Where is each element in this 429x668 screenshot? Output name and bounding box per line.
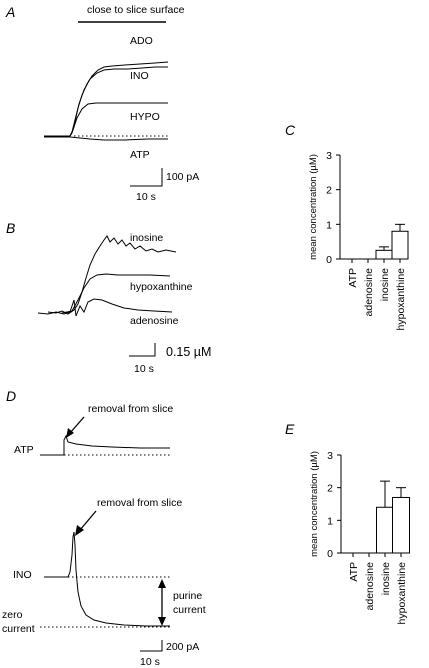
panel-e-category-label: inosine (380, 562, 392, 595)
panel-d-purine-label-2: current (173, 604, 206, 616)
panel-b-adenosine-label: adenosine (130, 315, 179, 327)
panel-e-y-tick-label: 0 (327, 548, 333, 560)
panel-a: A close to slice surface ADO INO HYPO AT… (5, 4, 199, 203)
panel-c-y-tick-label: 2 (326, 185, 332, 197)
panel-e-bar (392, 496, 410, 554)
panel-b-scale-bar (129, 343, 156, 357)
panel-c-bar (375, 249, 393, 260)
panel-a-scale-x: 10 s (136, 191, 156, 203)
panel-d-purine-arrow-top (158, 579, 166, 588)
panel-d-atp-label: ATP (14, 444, 34, 456)
panel-e: E 0 1 2 3 mean concentration (µM) ATP adenosin… (285, 421, 410, 624)
panel-b-letter: B (6, 220, 15, 236)
panel-c-category-label: hypoxanthine (395, 268, 407, 331)
panel-c-category-label: ATP (347, 268, 359, 288)
panel-c-bar (391, 230, 409, 260)
panel-a-hypo-trace (44, 102, 168, 137)
panel-d-atp-annotation: removal from slice (88, 403, 173, 415)
panel-a-condition-label: close to slice surface (87, 4, 185, 16)
panel-d-ino-label: INO (13, 569, 32, 581)
panel-b-inosine-label: inosine (130, 232, 163, 244)
panel-a-scale-y: 100 pA (166, 171, 199, 183)
panel-d-scale-y: 200 pA (166, 641, 199, 653)
panel-c-y-tick-label: 1 (326, 219, 332, 231)
panel-e-letter: E (285, 421, 295, 437)
panel-b-hypoxanthine-trace (61, 273, 171, 314)
panel-e-y-tick-label: 1 (327, 515, 333, 527)
panel-d-purine-arrow-bottom (158, 617, 166, 626)
panel-e-y-tick-label: 3 (327, 450, 333, 462)
panel-d-ino-trace (44, 531, 170, 627)
panel-d-atp-trace (40, 434, 170, 456)
panel-a-scale-bar (130, 168, 163, 187)
panel-b-scale-y: 0.15 µM (166, 345, 211, 359)
panel-e-chart: 0 1 2 3 mean concentration (µM) ATP adenosine i… (309, 450, 410, 624)
panel-d-ino-arrowhead (75, 525, 84, 536)
panel-b-scale-x: 10 s (134, 363, 154, 375)
panel-a-ino-label: INO (130, 70, 149, 82)
panel-a-letter: A (5, 4, 15, 20)
panel-b-hypoxanthine-label: hypoxanthine (130, 281, 193, 293)
panel-c-category-label: adenosine (363, 268, 375, 317)
panel-d-scale-bar (140, 640, 163, 652)
panel-a-ado-label: ADO (130, 35, 153, 47)
panel-d-zero-label-1: zero (2, 609, 23, 621)
panel-d-ino-arrow (79, 510, 97, 531)
panel-e-bar (376, 506, 394, 554)
panel-d-atp-arrowhead (66, 428, 74, 438)
panel-d-ino-annotation: removal from slice (97, 497, 182, 509)
panel-c-chart: 0 1 2 3 mean concentration (µM) ATP adenosine i… (308, 150, 409, 331)
panel-c-category-label: inosine (379, 268, 391, 301)
panel-d: D ATP removal from slice removal from sl… (2, 388, 206, 668)
panel-d-purine-label-1: purine (173, 590, 202, 602)
panel-e-category-label: adenosine (364, 562, 376, 611)
panel-c-y-tick-label: 3 (326, 150, 332, 162)
panel-c-letter: C (285, 122, 296, 138)
panel-e-category-label: hypoxanthine (396, 562, 408, 625)
panel-d-scale-x: 10 s (140, 656, 160, 668)
panel-a-ino-trace (44, 66, 168, 137)
panel-a-atp-label: ATP (130, 149, 150, 161)
panel-d-letter: D (6, 388, 16, 404)
panel-e-category-label: ATP (348, 562, 360, 582)
panel-a-atp-trace (44, 136, 168, 141)
panel-e-y-tick-label: 2 (327, 483, 333, 495)
panel-b-adenosine-trace (37, 298, 173, 317)
panel-c-y-axis-label: mean concentration (µM) (308, 154, 319, 260)
panel-e-y-axis-label: mean concentration (µM) (309, 451, 320, 557)
panel-d-atp-arrow (69, 416, 85, 434)
panel-a-hypo-label: HYPO (130, 111, 160, 123)
panel-d-zero-label-2: current (2, 623, 35, 635)
panel-c: C 0 1 2 3 mean concentration (µM) ATP adenosin… (285, 122, 409, 331)
panel-b: B inosine hypoxanthine adenosine 0.15 µM… (6, 220, 211, 375)
panel-c-y-tick-label: 0 (326, 254, 332, 266)
panel-a-ado-trace (44, 61, 169, 137)
